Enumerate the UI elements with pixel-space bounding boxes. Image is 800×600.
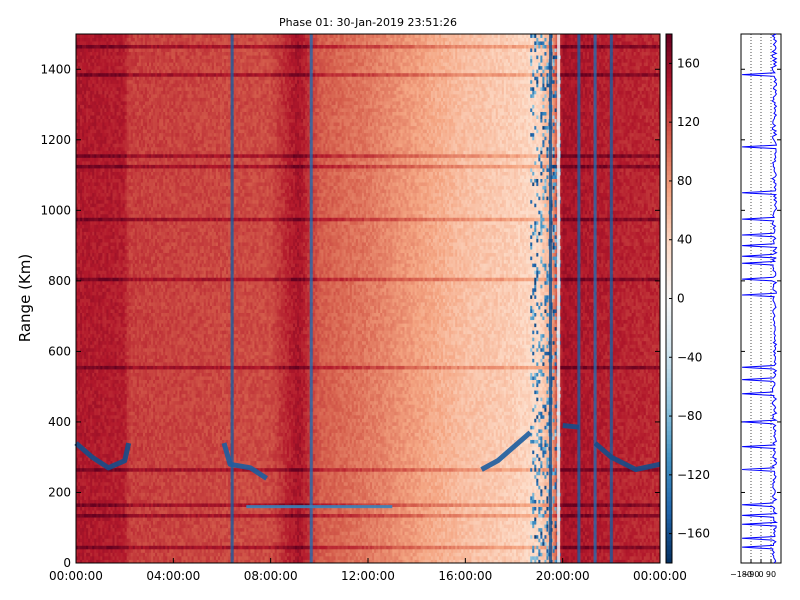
chart-title: Phase 01: 30-Jan-2019 23:51:26 xyxy=(279,16,457,29)
figure: Phase 01: 30-Jan-2019 23:51:26 Range (Km… xyxy=(0,0,800,600)
y-axis-label: Range (Km) xyxy=(16,254,34,342)
phase-heatmap xyxy=(76,34,660,563)
